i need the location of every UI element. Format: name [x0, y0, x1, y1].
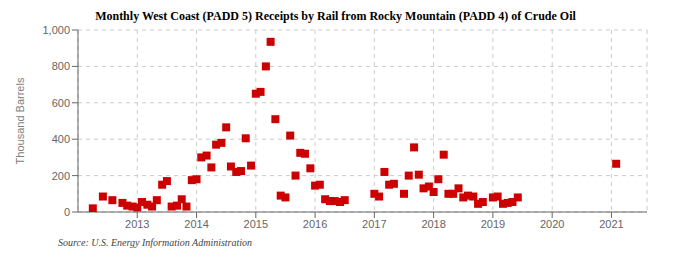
svg-text:2015: 2015 [244, 218, 268, 230]
svg-text:2019: 2019 [481, 218, 505, 230]
svg-text:200: 200 [52, 170, 70, 182]
svg-text:2021: 2021 [599, 218, 623, 230]
svg-text:2018: 2018 [421, 218, 445, 230]
svg-text:0: 0 [64, 206, 70, 218]
svg-text:400: 400 [52, 133, 70, 145]
svg-text:800: 800 [52, 60, 70, 72]
svg-text:Thousand Barrels: Thousand Barrels [14, 77, 26, 164]
svg-text:1,000: 1,000 [42, 24, 70, 36]
svg-text:2013: 2013 [125, 218, 149, 230]
html-text:Source: U.S. Energy Informatio: Source: U.S. Energy Information Administ… [58, 237, 253, 248]
svg-text:2014: 2014 [184, 218, 208, 230]
svg-text:2017: 2017 [362, 218, 386, 230]
svg-text:2016: 2016 [303, 218, 327, 230]
svg-text:600: 600 [52, 97, 70, 109]
html-text:Monthly West Coast (PADD 5) Re: Monthly West Coast (PADD 5) Receipts by … [95, 9, 576, 23]
svg-text:2020: 2020 [540, 218, 564, 230]
